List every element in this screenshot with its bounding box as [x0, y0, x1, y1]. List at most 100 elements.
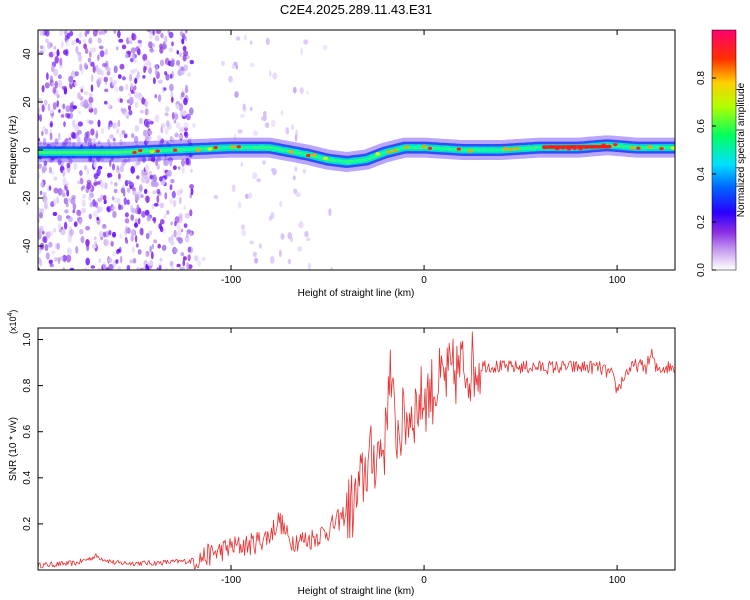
snr-frame: [37, 327, 676, 571]
spectrogram-cell: [49, 132, 53, 141]
spectrogram-cell: [186, 262, 190, 270]
spectrogram-cell: [279, 200, 283, 208]
spectrogram-cell: [124, 212, 129, 218]
spectrogram-cell: [92, 30, 98, 37]
spectrogram-cell: [90, 128, 95, 136]
spectrogram-peak: [311, 153, 317, 157]
spectrogram-cell: [175, 122, 181, 129]
spectrogram-cell: [169, 73, 173, 79]
spectrogram-cell: [279, 249, 282, 258]
spectrogram-cell: [80, 85, 85, 90]
spectrogram-cell: [67, 197, 72, 203]
spectrogram-cell: [170, 221, 173, 226]
spectrogram-cell: [144, 100, 148, 108]
spectrogram-cell: [135, 243, 139, 248]
spectrogram-cell: [268, 215, 272, 222]
spectrogram-cell: [52, 102, 57, 110]
spectrogram-cell: [182, 256, 187, 261]
spectrogram-cell: [172, 200, 177, 208]
spectrogram-cell: [129, 96, 134, 105]
spectrogram-peak: [219, 146, 224, 150]
spectrogram-cell: [150, 251, 154, 260]
spectrogram-cell: [54, 257, 59, 262]
snr-scale-base: (x10: [8, 316, 18, 334]
spectrogram-cell: [173, 229, 177, 238]
spectrogram-cell: [90, 61, 95, 67]
spectrogram-cell: [287, 232, 293, 240]
spectrogram-cell: [53, 45, 57, 50]
spectrogram-cell: [83, 62, 88, 69]
spectrogram-cell: [148, 260, 154, 266]
spectrogram-cell: [98, 31, 103, 35]
spectrogram-cell: [164, 57, 170, 65]
snr-xlabel: Height of straight line (km): [298, 586, 415, 597]
spectrogram-peak: [497, 148, 502, 152]
spectrogram-cell: [142, 75, 146, 79]
spectrogram-cell: [53, 228, 57, 233]
spectrogram-cell: [153, 202, 159, 207]
spectrogram-cell: [66, 162, 71, 169]
spectrogram-cell: [181, 166, 185, 174]
spectrogram-cell: [189, 184, 195, 189]
spectrogram-cell: [145, 121, 150, 129]
spectrogram-cell: [69, 267, 75, 270]
spectrogram-cell: [116, 128, 120, 135]
spectrogram-cell: [130, 90, 135, 94]
spectrogram-cell: [48, 241, 53, 248]
spectrogram-cell: [102, 223, 107, 229]
spectrogram-cell: [141, 97, 145, 105]
spectrogram-cell: [172, 137, 175, 144]
spectrogram-cell: [88, 37, 93, 44]
spectrogram-cell: [126, 199, 130, 205]
spectrogram-cell: [100, 236, 103, 241]
spectrogram-cell: [152, 174, 157, 183]
spectrogram-cell: [72, 105, 78, 110]
spectrogram-cell: [299, 220, 304, 229]
spectrogram-cell: [117, 119, 121, 127]
spectrogram-cell: [81, 207, 86, 214]
snr-series-line: [38, 331, 675, 570]
spectrogram-cell: [63, 221, 68, 230]
spectrogram-cell: [182, 45, 187, 52]
spectrogram-cell: [177, 166, 181, 170]
spectrogram-cell: [152, 43, 156, 48]
spectrogram-cell: [157, 243, 161, 249]
spectrogram-cell: [169, 260, 174, 267]
spectrogram-cell: [121, 159, 126, 167]
spectrogram-cell: [90, 265, 96, 269]
spectrogram-cell: [106, 207, 110, 211]
spectrogram-cell: [262, 160, 266, 165]
spectrogram-cell: [76, 136, 81, 143]
spectrogram-cell: [265, 122, 270, 129]
spectrogram-peak: [317, 155, 322, 160]
spectrogram-cell: [108, 263, 113, 270]
spectrogram-cell: [145, 232, 150, 240]
spectrogram-cell: [213, 194, 219, 199]
spectrogram-cell: [123, 189, 126, 197]
spectrogram-peak: [375, 152, 380, 156]
spectrogram-cell: [240, 162, 244, 167]
spectrogram-peak: [138, 148, 143, 153]
spectrogram-cell: [77, 180, 81, 185]
spectrogram-cell: [39, 212, 43, 219]
spectrogram-cell: [127, 157, 131, 164]
spectrogram-cell: [74, 124, 80, 132]
spectrogram-cell: [163, 158, 169, 167]
spectrogram-peak: [491, 149, 496, 153]
spectrogram-cell: [184, 86, 189, 94]
spectrogram-cell: [63, 138, 68, 147]
spectrogram-cell: [171, 41, 174, 47]
spectrogram-cell: [66, 189, 70, 197]
spectrogram-peak: [659, 147, 664, 151]
spectrogram-cell: [65, 105, 71, 113]
spectrogram-cell: [42, 137, 47, 146]
spectrogram-cell: [119, 63, 125, 70]
colorbar-ticks: 0.0 0.2 0.4 0.6 0.8: [696, 71, 716, 277]
spectrogram-cell: [122, 141, 126, 146]
spectrogram-cell: [164, 192, 168, 200]
spectrogram-cell: [60, 114, 65, 118]
spectrogram-cell: [63, 30, 68, 35]
spectrogram-cell: [69, 112, 74, 119]
spectrogram-peak: [392, 149, 398, 153]
spectrogram-cell: [183, 97, 188, 106]
